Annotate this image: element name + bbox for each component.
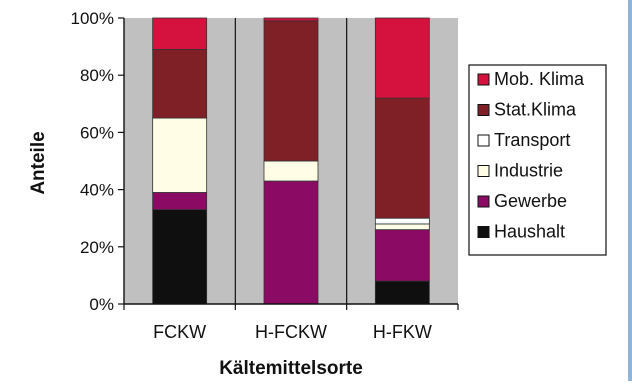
legend-swatch	[477, 73, 490, 86]
bar-gewerbe-h-fkw	[374, 229, 430, 282]
bar-haushalt-fckw	[152, 209, 208, 305]
y-tick-label: 80%	[80, 66, 114, 85]
legend-label: Haushalt	[494, 222, 565, 242]
legend-label: Transport	[494, 130, 570, 150]
legend-swatch	[477, 134, 490, 147]
y-axis-label: Anteile	[28, 131, 49, 194]
bar-mob-klima-h-fkw	[374, 17, 430, 99]
y-tick-label: 100%	[71, 9, 114, 28]
bar-stat-klima-h-fckw	[263, 20, 319, 162]
x-tick-label: FCKW	[153, 322, 206, 342]
legend-label: Mob. Klima	[494, 69, 585, 89]
bar-gewerbe-fckw	[152, 192, 208, 211]
bar-industrie-h-fckw	[263, 160, 319, 182]
legend-label: Industrie	[494, 161, 563, 181]
bar-stat-klima-fckw	[152, 49, 208, 119]
frame-border	[628, 0, 632, 381]
y-tick-label: 60%	[80, 123, 114, 142]
bar-mob-klima-fckw	[152, 17, 208, 50]
legend-swatch	[477, 195, 490, 208]
x-axis-label: Kältemittelsorte	[219, 358, 363, 379]
bar-industrie-fckw	[152, 117, 208, 193]
legend-swatch	[477, 226, 490, 238]
y-tick-label: 20%	[80, 238, 114, 257]
legend-box	[468, 64, 607, 256]
legend-swatch	[477, 165, 490, 177]
bar-transport-h-fkw	[374, 217, 430, 225]
legend-swatch	[477, 104, 490, 116]
legend-label: Stat.Klima	[494, 100, 577, 120]
y-tick-label: 40%	[80, 181, 114, 200]
legend-label: Gewerbe	[494, 191, 567, 211]
bar-stat-klima-h-fkw	[374, 97, 430, 219]
bar-mob-klima-h-fckw	[263, 17, 319, 22]
bar-industrie-h-fkw	[374, 223, 430, 231]
x-tick-label: H-FCKW	[255, 322, 327, 342]
x-tick-label: H-FKW	[373, 322, 432, 342]
y-tick-label: 0%	[89, 295, 114, 314]
bar-haushalt-h-fkw	[374, 280, 430, 305]
bar-gewerbe-h-fckw	[263, 180, 319, 305]
